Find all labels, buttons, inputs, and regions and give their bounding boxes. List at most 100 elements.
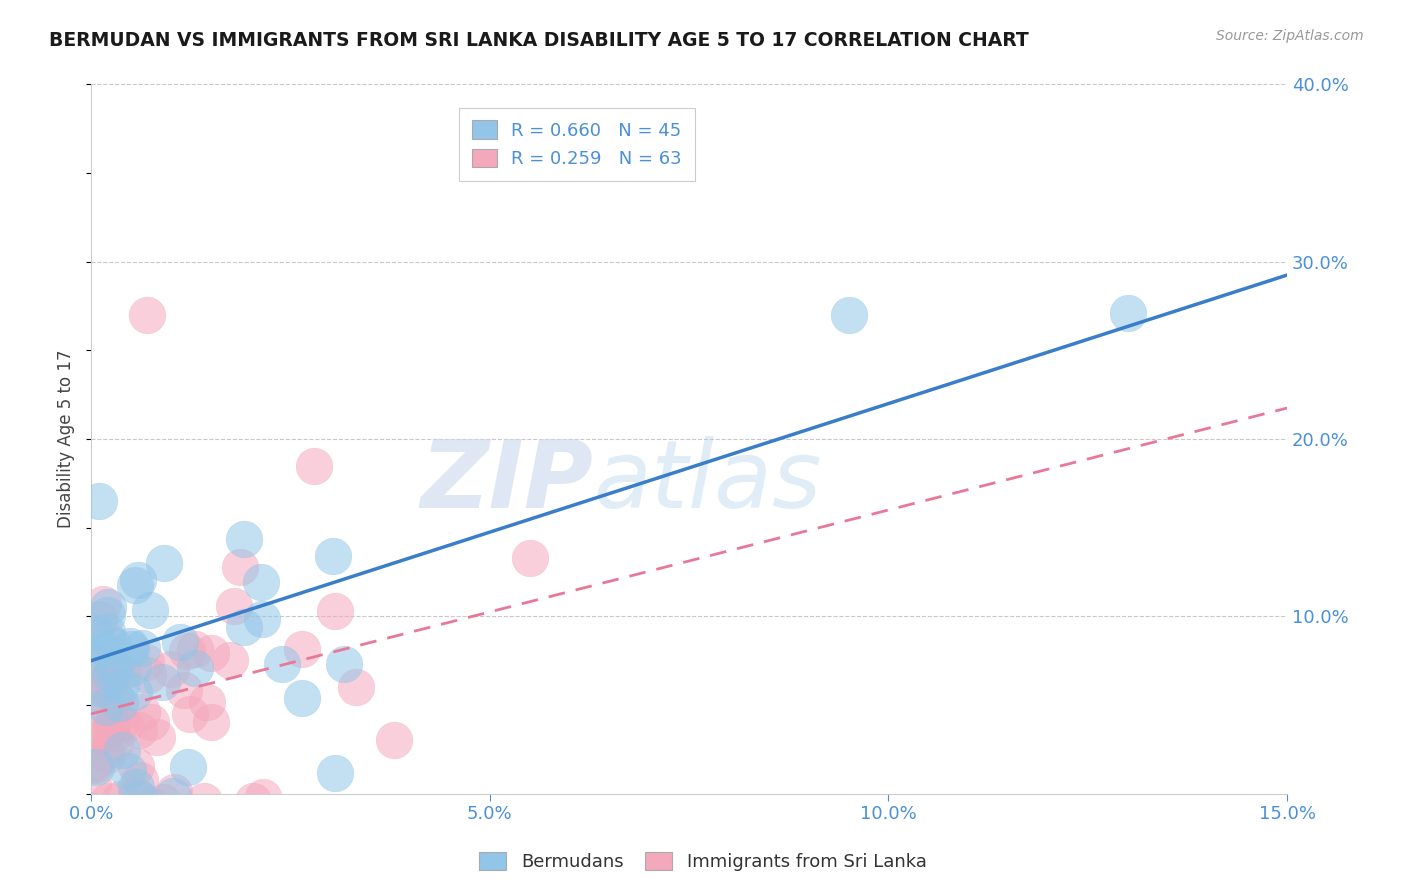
Point [122, 685, 145, 699]
Point [83, 758, 105, 772]
Point [84, 657, 107, 671]
Point [333, 657, 356, 671]
Point [89, 612, 111, 626]
Point [94, 699, 117, 714]
Point [162, 789, 184, 803]
Point [838, 308, 860, 322]
Point [291, 641, 314, 656]
Point [152, 556, 174, 570]
Point [195, 695, 218, 709]
Point [183, 642, 205, 657]
Point [291, 690, 314, 705]
Point [117, 764, 139, 778]
Point [173, 683, 195, 698]
Point [86, 641, 108, 656]
Point [103, 714, 125, 728]
Point [97, 600, 120, 615]
Point [252, 789, 274, 804]
Point [98, 673, 121, 687]
Point [97, 793, 120, 807]
Point [82, 687, 104, 701]
Point [141, 798, 163, 813]
Point [100, 719, 122, 733]
Point [94, 679, 117, 693]
Point [120, 642, 142, 657]
Point [98, 705, 121, 719]
Point [104, 690, 127, 705]
Point [121, 660, 143, 674]
Point [160, 662, 183, 676]
Point [91, 597, 114, 611]
Point [96, 632, 118, 646]
Point [84, 759, 107, 773]
Point [271, 657, 294, 671]
Point [96, 642, 118, 657]
Point [1116, 306, 1139, 320]
Point [129, 772, 152, 787]
Point [519, 550, 541, 565]
Point [124, 780, 146, 794]
Point [82, 805, 104, 819]
Point [176, 643, 198, 657]
Point [200, 646, 222, 660]
Point [83, 733, 105, 747]
Point [129, 792, 152, 806]
Legend: R = 0.660   N = 45, R = 0.259   N = 63: R = 0.660 N = 45, R = 0.259 N = 63 [458, 108, 695, 181]
Point [89, 494, 111, 508]
Point [229, 559, 252, 574]
Point [242, 794, 264, 808]
Point [96, 607, 118, 622]
Point [250, 574, 273, 589]
Point [163, 785, 186, 799]
Point [218, 653, 240, 667]
Point [136, 308, 159, 322]
Point [146, 731, 169, 745]
Point [114, 718, 136, 732]
Text: Source: ZipAtlas.com: Source: ZipAtlas.com [1216, 29, 1364, 44]
Point [169, 635, 191, 649]
Point [101, 730, 124, 744]
Point [138, 603, 160, 617]
Point [89, 678, 111, 692]
Point [104, 660, 127, 674]
Point [127, 574, 149, 588]
Point [382, 732, 405, 747]
Point [94, 726, 117, 740]
Point [152, 795, 174, 809]
Point [103, 657, 125, 672]
Text: BERMUDAN VS IMMIGRANTS FROM SRI LANKA DISABILITY AGE 5 TO 17 CORRELATION CHART: BERMUDAN VS IMMIGRANTS FROM SRI LANKA DI… [49, 31, 1029, 50]
Point [184, 661, 207, 675]
Point [108, 791, 131, 805]
Point [150, 675, 173, 690]
Point [344, 680, 367, 694]
Point [222, 599, 245, 613]
Point [179, 707, 201, 722]
Text: atlas: atlas [593, 436, 821, 527]
Text: ZIP: ZIP [420, 435, 593, 527]
Point [118, 639, 141, 653]
Point [82, 727, 104, 741]
Point [110, 716, 132, 731]
Point [124, 758, 146, 772]
Point [135, 655, 157, 669]
Point [125, 789, 148, 803]
Point [136, 667, 159, 681]
Point [96, 624, 118, 639]
Point [110, 677, 132, 691]
Point [233, 620, 256, 634]
Point [193, 794, 215, 808]
Point [139, 714, 162, 729]
Point [200, 714, 222, 729]
Point [323, 766, 346, 780]
Point [93, 745, 115, 759]
Point [322, 549, 344, 564]
Point [101, 638, 124, 652]
Point [124, 578, 146, 592]
Point [233, 533, 256, 547]
Point [96, 748, 118, 763]
Point [82, 777, 104, 791]
Point [304, 458, 326, 473]
Point [100, 667, 122, 681]
Y-axis label: Disability Age 5 to 17: Disability Age 5 to 17 [58, 350, 75, 528]
Point [93, 673, 115, 688]
